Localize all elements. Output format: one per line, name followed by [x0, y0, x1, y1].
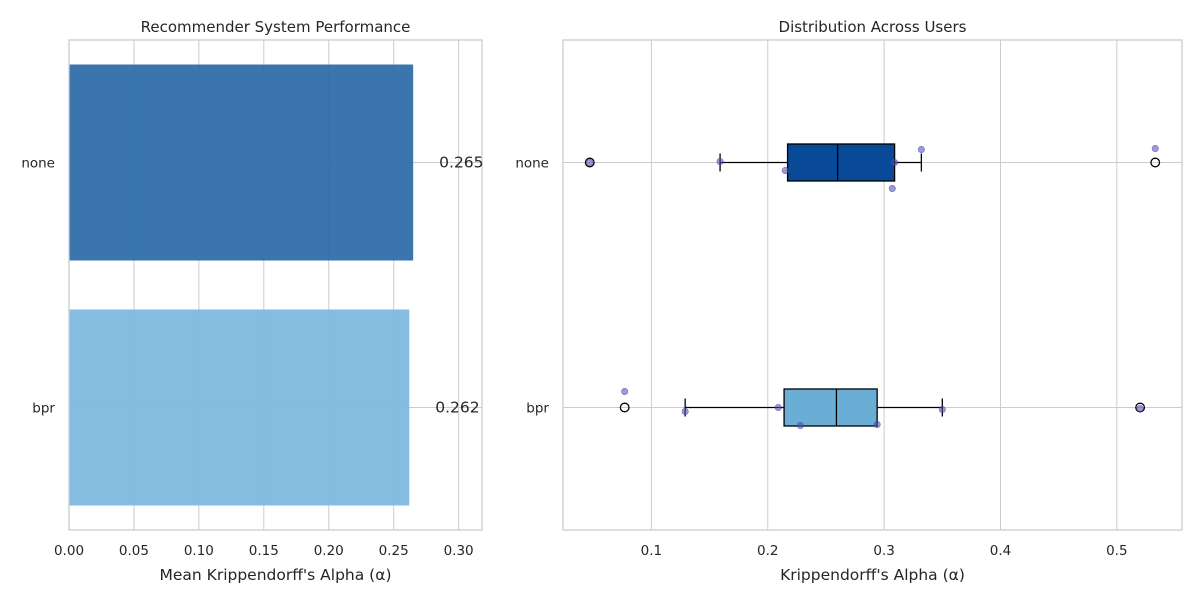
outlier-none: [1150, 157, 1161, 168]
data-point-bpr: [796, 421, 804, 429]
data-point-none: [917, 146, 925, 154]
box-y-tick-label: none: [515, 156, 549, 172]
box-x-ticks: 0.1 0.2 0.3 0.4 0.5: [641, 543, 1128, 559]
box-grid: [563, 40, 1182, 530]
data-point-none: [888, 185, 896, 193]
box-x-tick-label: 0.1: [641, 543, 662, 559]
bar-x-tick-label: 0.10: [184, 543, 214, 559]
data-point-none: [716, 158, 724, 166]
box-panel: 0.1 0.2 0.3 0.4 0.5 none bpr Distribution Acr…: [515, 18, 1183, 584]
box-x-tick-label: 0.5: [1106, 543, 1127, 559]
box-chart-title: Distribution Across Users: [779, 18, 967, 36]
bar-value-label: 0.265: [439, 154, 483, 172]
bar-x-tick-label: 0.00: [54, 543, 84, 559]
box-series: [584, 143, 1161, 427]
bar-value-label: 0.262: [435, 399, 479, 417]
bar-value-labels: 0.265 0.262: [435, 154, 483, 417]
box-y-tick-label: bpr: [526, 401, 549, 417]
box-plot-frame: [562, 39, 1183, 531]
bar-plot-frame: [68, 39, 483, 531]
bar-panel: 0.00 0.05 0.10 0.15 0.20 0.25 0.30 none bpr 0.2…: [21, 18, 483, 584]
bar-x-tick-label: 0.15: [249, 543, 279, 559]
box-bpr: [783, 388, 878, 427]
bar-y-tick-label: bpr: [32, 401, 55, 417]
box-x-tick-label: 0.3: [873, 543, 894, 559]
bar-series: [69, 64, 414, 506]
data-point-bpr: [938, 405, 946, 413]
box-y-ticks: none bpr: [515, 156, 549, 417]
box-points: [586, 145, 1159, 429]
bar-none: [69, 64, 414, 261]
box-x-tick-label: 0.4: [990, 543, 1011, 559]
bar-y-tick-label: none: [21, 156, 55, 172]
data-point-none: [586, 159, 594, 167]
data-point-bpr: [621, 387, 629, 395]
bar-x-tick-label: 0.25: [379, 543, 409, 559]
outlier-none: [584, 157, 595, 168]
data-point-bpr: [774, 403, 782, 411]
data-point-bpr: [873, 420, 881, 428]
data-point-bpr: [681, 407, 689, 415]
bar-x-tick-label: 0.05: [119, 543, 149, 559]
bar-bpr: [69, 309, 410, 506]
box-x-tick-label: 0.2: [757, 543, 778, 559]
data-point-none: [891, 159, 899, 167]
data-point-none: [1151, 145, 1159, 153]
data-point-none: [781, 167, 789, 175]
box-none: [786, 143, 896, 182]
bar-x-axis-label: Mean Krippendorff's Alpha (α): [160, 566, 392, 584]
outlier-bpr: [619, 402, 630, 413]
box-x-axis-label: Krippendorff's Alpha (α): [780, 566, 965, 584]
data-point-bpr: [1136, 404, 1144, 412]
bar-x-ticks: 0.00 0.05 0.10 0.15 0.20 0.25 0.30: [54, 543, 474, 559]
bar-x-tick-label: 0.30: [444, 543, 474, 559]
bar-chart-title: Recommender System Performance: [141, 18, 411, 36]
bar-x-tick-label: 0.20: [314, 543, 344, 559]
bar-y-ticks: none bpr: [21, 156, 55, 417]
